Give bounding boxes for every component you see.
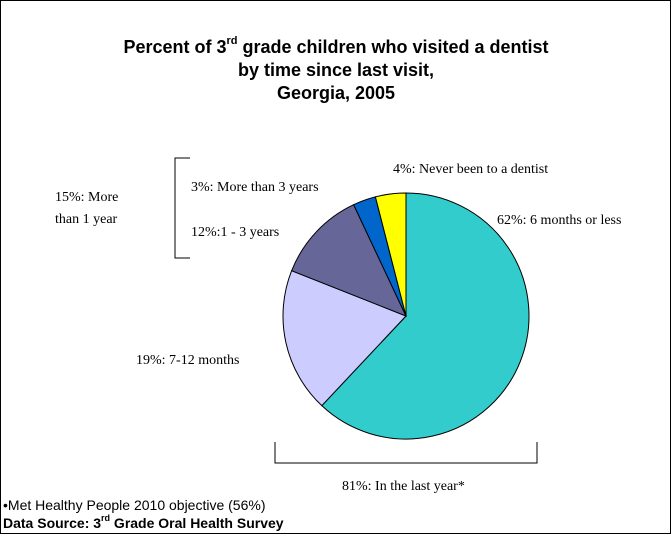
group-label-more-than-1-year-line1: 15%: More <box>55 190 119 205</box>
pie-slice-never <box>374 192 407 317</box>
slice-label-7-12-months: 19%: 7-12 months <box>136 353 240 368</box>
title-line-1: Percent of 3rd grade children who visite… <box>123 35 549 58</box>
title-line-2: by time since last visit, <box>237 60 435 80</box>
pie-slice-1-3-years <box>290 204 407 317</box>
slice-label-more-than-3-years: 3%: More than 3 years <box>191 180 319 195</box>
group-label-last-year: 81%: In the last year* <box>342 479 465 494</box>
pie-slice-6-months <box>321 192 530 440</box>
group-label-more-than-1-year-line2: than 1 year <box>55 212 118 227</box>
pie-slice-7-12-months <box>282 270 407 407</box>
chart-title: Percent of 3rd grade children who visite… <box>0 36 672 105</box>
footnote-objective: •Met Healthy People 2010 objective (56%) <box>3 497 266 513</box>
pie-slices <box>282 192 530 440</box>
slice-label-1-3-years: 12%:1 - 3 years <box>191 225 280 240</box>
slice-label-never: 4%: Never been to a dentist <box>393 162 549 177</box>
bracket-more-than-1-year <box>174 157 190 259</box>
footnote-source: Data Source: 3rd Grade Oral Health Surve… <box>3 513 284 531</box>
bracket-last-year <box>274 442 538 464</box>
slice-label-6-months: 62%: 6 months or less <box>497 213 622 228</box>
title-line-3: Georgia, 2005 <box>276 83 396 103</box>
